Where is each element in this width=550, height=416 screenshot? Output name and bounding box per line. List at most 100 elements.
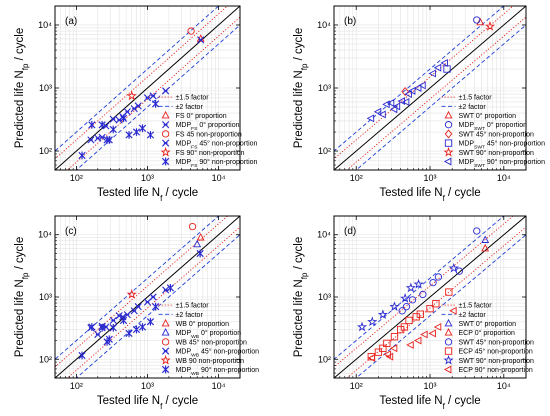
data-point bbox=[126, 90, 137, 101]
data-point bbox=[367, 353, 376, 362]
data-point bbox=[98, 133, 106, 141]
data-point bbox=[374, 348, 383, 356]
data-point bbox=[88, 121, 96, 129]
data-point bbox=[386, 98, 395, 107]
legend-marker bbox=[160, 146, 171, 157]
y-axis-label: Predicted life Nfp / cycle bbox=[14, 28, 30, 149]
legend-marker bbox=[444, 347, 453, 355]
data-point bbox=[94, 330, 102, 339]
y-tick-label: 10³ bbox=[318, 83, 331, 93]
data-point bbox=[88, 323, 96, 331]
y-tick-label: 10⁴ bbox=[38, 230, 52, 240]
plot-area bbox=[334, 216, 526, 378]
data-point bbox=[481, 243, 490, 252]
legend-label: MDPWB 0° proportion bbox=[176, 329, 242, 340]
legend-marker bbox=[162, 139, 170, 147]
data-point bbox=[373, 107, 382, 116]
x-tick-label: 10⁴ bbox=[212, 381, 226, 391]
data-point bbox=[151, 100, 160, 108]
data-point bbox=[162, 286, 170, 294]
legend-marker bbox=[161, 328, 170, 336]
factor-band-line bbox=[334, 216, 505, 360]
plot-area bbox=[55, 216, 240, 378]
data-point bbox=[398, 307, 406, 315]
data-point bbox=[356, 321, 368, 332]
data-point bbox=[105, 335, 113, 344]
data-point bbox=[401, 98, 410, 106]
factor-band-line bbox=[66, 226, 240, 378]
data-point bbox=[383, 339, 391, 348]
factor-band-line bbox=[355, 24, 526, 170]
data-point bbox=[392, 102, 401, 111]
data-point bbox=[134, 303, 142, 311]
legend-label: ECP 45° non-proportion bbox=[459, 348, 533, 356]
legend-marker bbox=[444, 328, 453, 336]
legend-label: WB 90 non-proportion bbox=[176, 358, 245, 365]
legend-marker bbox=[444, 121, 453, 129]
data-point bbox=[400, 293, 411, 303]
y-tick-label: 10⁴ bbox=[317, 230, 331, 240]
legend-label: WB 0° proportion bbox=[176, 320, 229, 328]
data-point bbox=[389, 344, 398, 353]
legend-marker bbox=[161, 318, 170, 327]
y-tick-label: 10⁴ bbox=[317, 20, 331, 30]
factor-band-line bbox=[334, 6, 514, 160]
data-point bbox=[449, 306, 457, 315]
x-axis-label: Tested life Nf / cycle bbox=[379, 395, 480, 411]
data-point bbox=[109, 125, 117, 134]
data-point bbox=[132, 325, 141, 334]
factor-band-line bbox=[75, 24, 240, 170]
equality-line bbox=[55, 216, 240, 378]
panel-label: (b) bbox=[344, 16, 356, 27]
data-point bbox=[125, 131, 133, 139]
legend-label: ±1.5 factor bbox=[459, 303, 493, 310]
legend-label: ECP 0° proportion bbox=[459, 329, 515, 337]
data-point bbox=[188, 222, 197, 231]
y-tick-label: 10³ bbox=[39, 83, 52, 93]
data-point bbox=[400, 323, 409, 331]
data-point bbox=[402, 302, 411, 311]
legend-label: MDPSWT 90° non-proportion bbox=[459, 158, 546, 169]
chart-panel-3: 10² 10² 10³ 10³ 10⁴ 10⁴ (d) Tested life Nf / cy… bbox=[293, 215, 535, 411]
x-axis-label: Tested life Nf / cycle bbox=[97, 395, 198, 411]
data-point bbox=[187, 27, 195, 35]
y-tick-label: 10² bbox=[318, 146, 331, 156]
data-point bbox=[455, 267, 464, 275]
legend-label: SWT 90° non-proportion bbox=[459, 357, 535, 365]
legend-label: FS 90° non-proportion bbox=[176, 149, 245, 157]
data-point bbox=[149, 293, 157, 301]
equality-line bbox=[55, 6, 240, 170]
legend-label: MDPFS 90° non-proportion bbox=[176, 158, 258, 169]
data-point bbox=[123, 311, 131, 319]
data-point bbox=[406, 340, 414, 349]
data-point bbox=[413, 278, 424, 289]
legend-label: ECP 90° non-proportion bbox=[459, 366, 533, 374]
legend-marker bbox=[444, 318, 453, 327]
data-point bbox=[412, 313, 420, 321]
data-point bbox=[429, 279, 437, 287]
data-point bbox=[389, 301, 400, 311]
legend-marker bbox=[443, 354, 454, 365]
data-point bbox=[98, 121, 106, 129]
data-point bbox=[196, 232, 205, 241]
data-point bbox=[109, 316, 117, 325]
legend-label: ±2 factor bbox=[459, 104, 487, 111]
plot-area bbox=[334, 6, 526, 170]
factor-band-line bbox=[55, 216, 229, 368]
data-point bbox=[440, 58, 448, 67]
data-point bbox=[407, 86, 416, 95]
y-tick-label: 10² bbox=[39, 146, 52, 156]
data-point bbox=[382, 100, 390, 109]
data-point bbox=[134, 102, 142, 110]
data-point bbox=[94, 134, 102, 142]
data-point bbox=[146, 317, 155, 326]
data-point bbox=[408, 296, 417, 304]
panel-label: (a) bbox=[65, 16, 77, 27]
legend-marker bbox=[444, 110, 453, 119]
data-point bbox=[138, 323, 147, 331]
data-point bbox=[426, 304, 434, 313]
data-point bbox=[385, 352, 394, 361]
legend-label: FS 45 non-proportion bbox=[176, 131, 242, 138]
data-point bbox=[378, 110, 386, 119]
